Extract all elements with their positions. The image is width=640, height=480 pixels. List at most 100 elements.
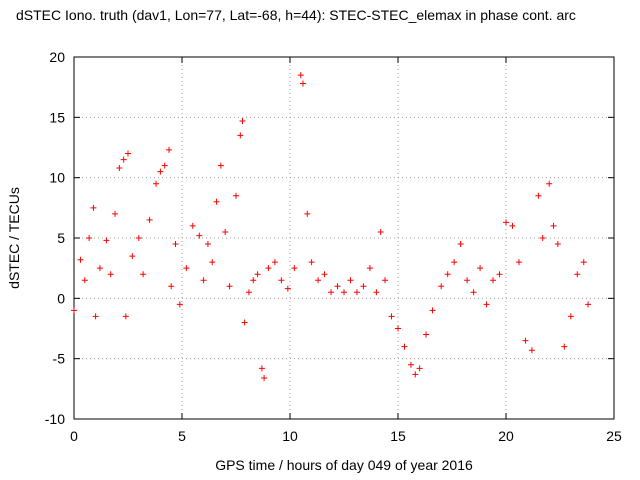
y-tick-label: -5 xyxy=(53,351,66,367)
data-point xyxy=(496,271,503,278)
y-tick-label: 20 xyxy=(49,49,65,65)
data-point xyxy=(86,235,93,241)
data-point xyxy=(157,168,164,175)
data-point xyxy=(254,271,261,278)
x-tick-label: 20 xyxy=(498,428,514,444)
data-point xyxy=(561,343,568,350)
data-point xyxy=(477,265,484,272)
data-point xyxy=(166,146,173,153)
data-point xyxy=(122,313,129,320)
data-point xyxy=(464,277,471,284)
data-point xyxy=(196,232,203,239)
axis-ticks: 0 5 10 15 20 25 -10 -5 0 5 10 15 20 xyxy=(45,49,622,444)
data-point xyxy=(423,331,430,338)
data-point xyxy=(261,374,268,381)
data-point xyxy=(457,241,464,248)
data-point xyxy=(237,132,244,139)
data-point xyxy=(120,156,127,163)
data-point xyxy=(103,237,110,244)
x-axis-label: GPS time / hours of day 049 of year 2016 xyxy=(215,457,473,473)
data-point xyxy=(401,343,408,350)
y-tick-label: 10 xyxy=(49,170,65,186)
data-point xyxy=(308,259,315,266)
data-point xyxy=(407,361,414,368)
data-point xyxy=(297,72,304,79)
data-point xyxy=(222,228,229,235)
data-point xyxy=(112,210,119,217)
x-tick-label: 25 xyxy=(606,428,622,444)
data-point xyxy=(250,277,257,284)
data-point xyxy=(129,253,136,260)
data-point xyxy=(125,150,131,157)
data-point xyxy=(366,265,373,272)
data-point xyxy=(258,365,265,372)
data-point xyxy=(347,277,354,284)
data-point xyxy=(135,235,142,241)
data-point xyxy=(438,283,445,290)
data-point xyxy=(233,192,239,199)
y-tick-label: 0 xyxy=(57,290,65,306)
data-point xyxy=(71,307,77,314)
data-point xyxy=(239,117,246,124)
x-tick-label: 0 xyxy=(70,428,78,444)
data-point xyxy=(107,271,114,278)
data-point xyxy=(176,301,183,308)
data-point xyxy=(334,283,341,290)
data-point xyxy=(299,80,306,87)
data-point xyxy=(217,162,224,169)
data-point xyxy=(483,301,490,308)
data-point xyxy=(373,289,380,296)
y-axis-label: dSTEC / TECUs xyxy=(6,187,22,289)
data-point xyxy=(490,277,497,284)
data-point xyxy=(585,301,592,308)
data-point xyxy=(353,289,360,296)
data-point xyxy=(377,228,384,235)
data-point xyxy=(539,235,546,241)
grid-lines xyxy=(74,57,614,419)
data-point xyxy=(328,289,335,296)
data-point xyxy=(226,283,233,290)
data-point xyxy=(554,241,561,248)
data-point xyxy=(567,313,574,320)
data-point xyxy=(81,277,88,284)
y-tick-label: 15 xyxy=(49,109,65,125)
data-point xyxy=(304,210,311,217)
data-point xyxy=(245,289,252,296)
data-points xyxy=(71,72,592,381)
data-point xyxy=(284,285,291,292)
data-point xyxy=(204,241,211,248)
data-point xyxy=(265,265,272,272)
chart-title: dSTEC Iono. truth (dav1, Lon=77, Lat=-68… xyxy=(16,7,576,23)
data-point xyxy=(382,277,389,284)
data-point xyxy=(522,337,529,344)
data-point xyxy=(395,325,401,332)
data-point xyxy=(291,265,298,272)
data-point xyxy=(189,222,196,229)
data-point xyxy=(315,277,322,284)
data-point xyxy=(153,180,160,187)
data-point xyxy=(580,259,587,266)
y-tick-label: 5 xyxy=(57,230,65,246)
data-point xyxy=(528,347,535,354)
data-point xyxy=(140,271,147,278)
data-point xyxy=(503,219,509,226)
data-point xyxy=(515,259,522,266)
data-point xyxy=(200,277,207,284)
data-point xyxy=(92,313,99,320)
data-point xyxy=(161,162,168,169)
data-point xyxy=(470,289,477,296)
data-point xyxy=(168,283,175,290)
data-point xyxy=(341,289,347,296)
x-tick-label: 10 xyxy=(282,428,298,444)
data-point xyxy=(429,307,436,314)
data-point xyxy=(451,259,458,266)
data-point xyxy=(574,271,581,278)
data-point xyxy=(241,319,248,326)
data-point xyxy=(77,256,84,263)
data-point xyxy=(546,180,553,187)
data-point xyxy=(96,265,103,272)
data-point xyxy=(213,198,220,205)
data-point xyxy=(509,222,516,229)
x-tick-label: 5 xyxy=(178,428,186,444)
